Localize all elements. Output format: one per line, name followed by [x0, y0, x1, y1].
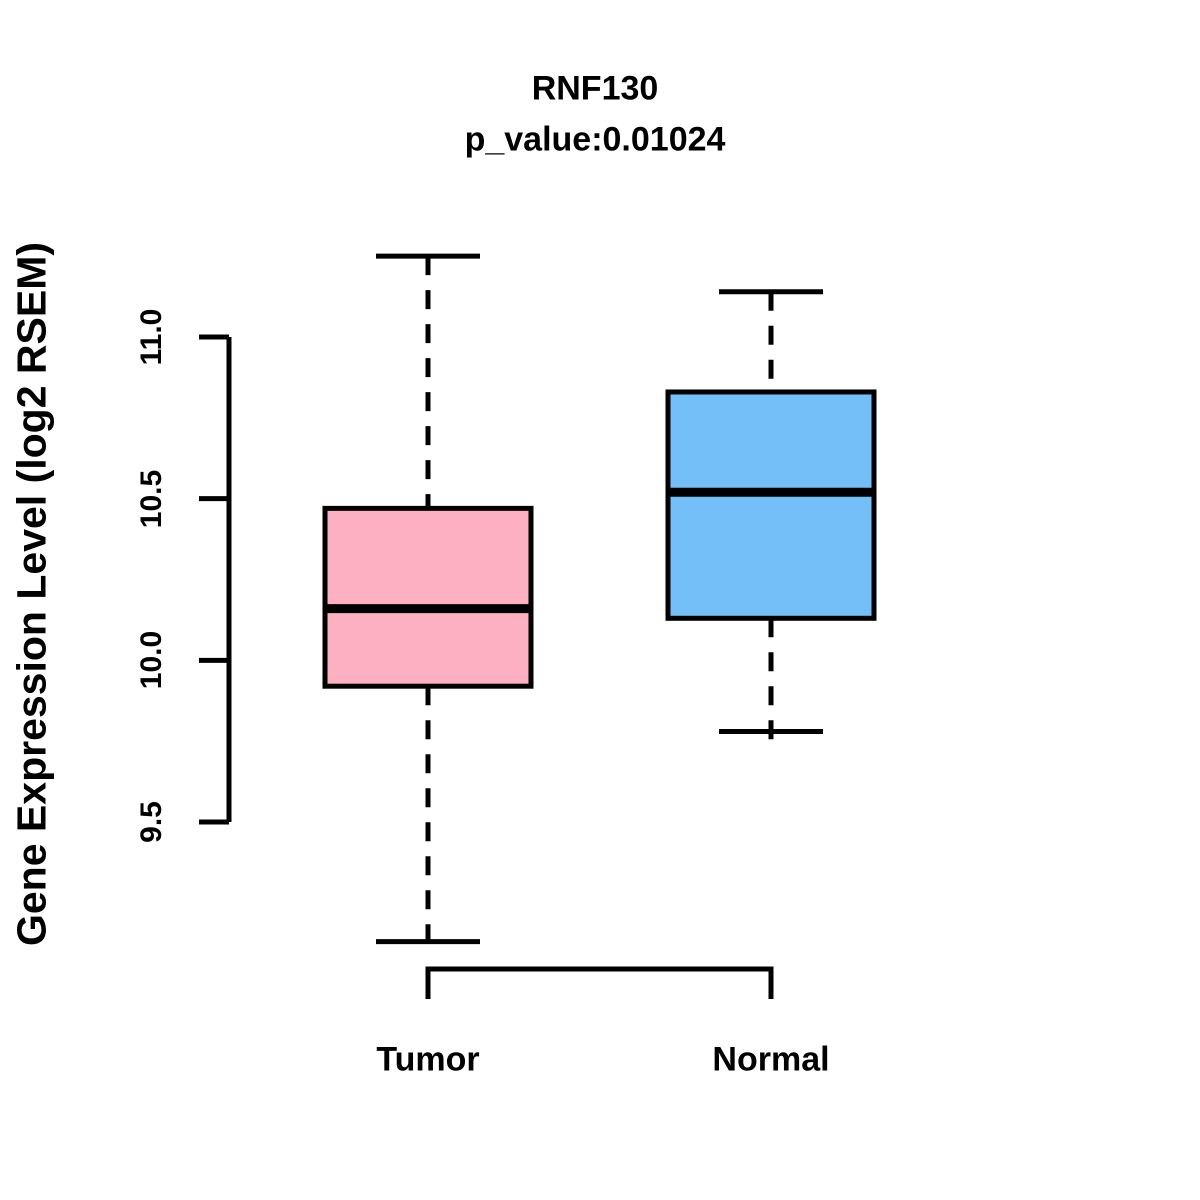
chart-subtitle-pvalue: p_value:0.01024	[464, 120, 726, 159]
x-category-label-normal: Normal	[712, 1040, 830, 1079]
chart-title: RNF130	[531, 69, 659, 108]
group-comparison-bracket	[425, 966, 774, 999]
tumor-box	[322, 505, 534, 689]
x-category-label-tumor: Tumor	[376, 1040, 480, 1079]
normal-box	[665, 389, 877, 621]
y-tick-label-10.5: 10.5	[135, 469, 168, 528]
y-tick-label-9.5: 9.5	[135, 801, 168, 843]
y-tick-label-11.0: 11.0	[135, 308, 168, 366]
y-tick-label-10.0: 10.0	[135, 631, 168, 690]
